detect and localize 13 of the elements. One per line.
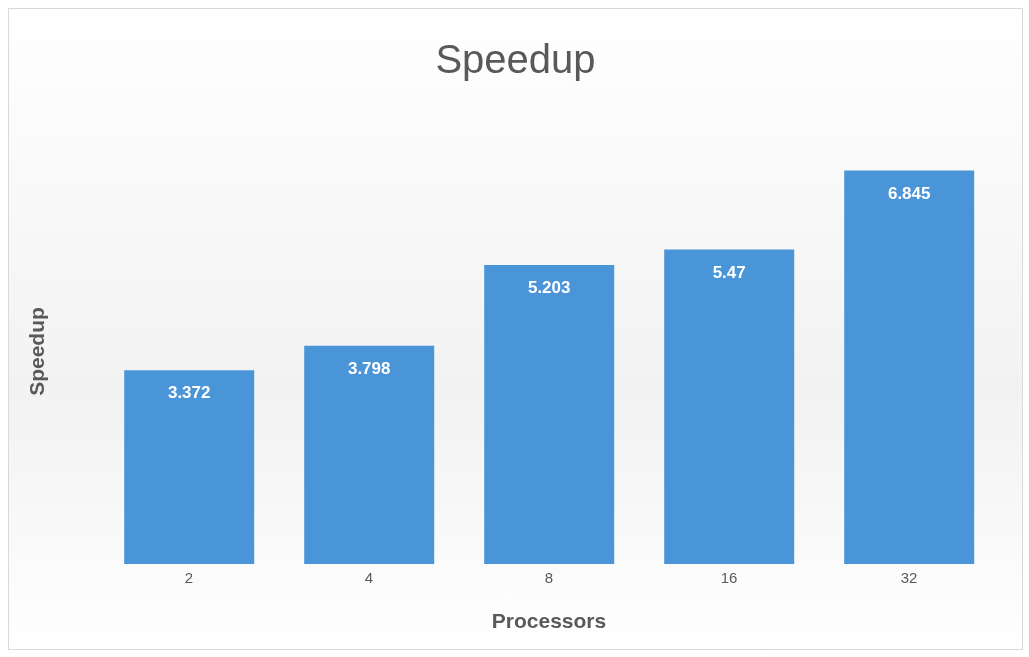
data-label: 3.798 xyxy=(347,358,391,378)
data-label: 5.47 xyxy=(712,262,746,282)
x-tick-label: 4 xyxy=(364,568,374,586)
data-label: 3.372 xyxy=(167,383,211,403)
data-label: 5.203 xyxy=(527,277,571,297)
x-tick-label: 2 xyxy=(184,568,194,586)
y-axis-title: Speedup xyxy=(25,307,49,396)
x-tick-label: 16 xyxy=(720,568,738,586)
x-tick-label: 8 xyxy=(544,568,554,586)
data-label: 6.845 xyxy=(887,183,931,203)
x-axis-title: Processors xyxy=(491,609,607,632)
chart-title: Speedup xyxy=(434,36,597,83)
x-tick-label: 32 xyxy=(900,568,918,586)
